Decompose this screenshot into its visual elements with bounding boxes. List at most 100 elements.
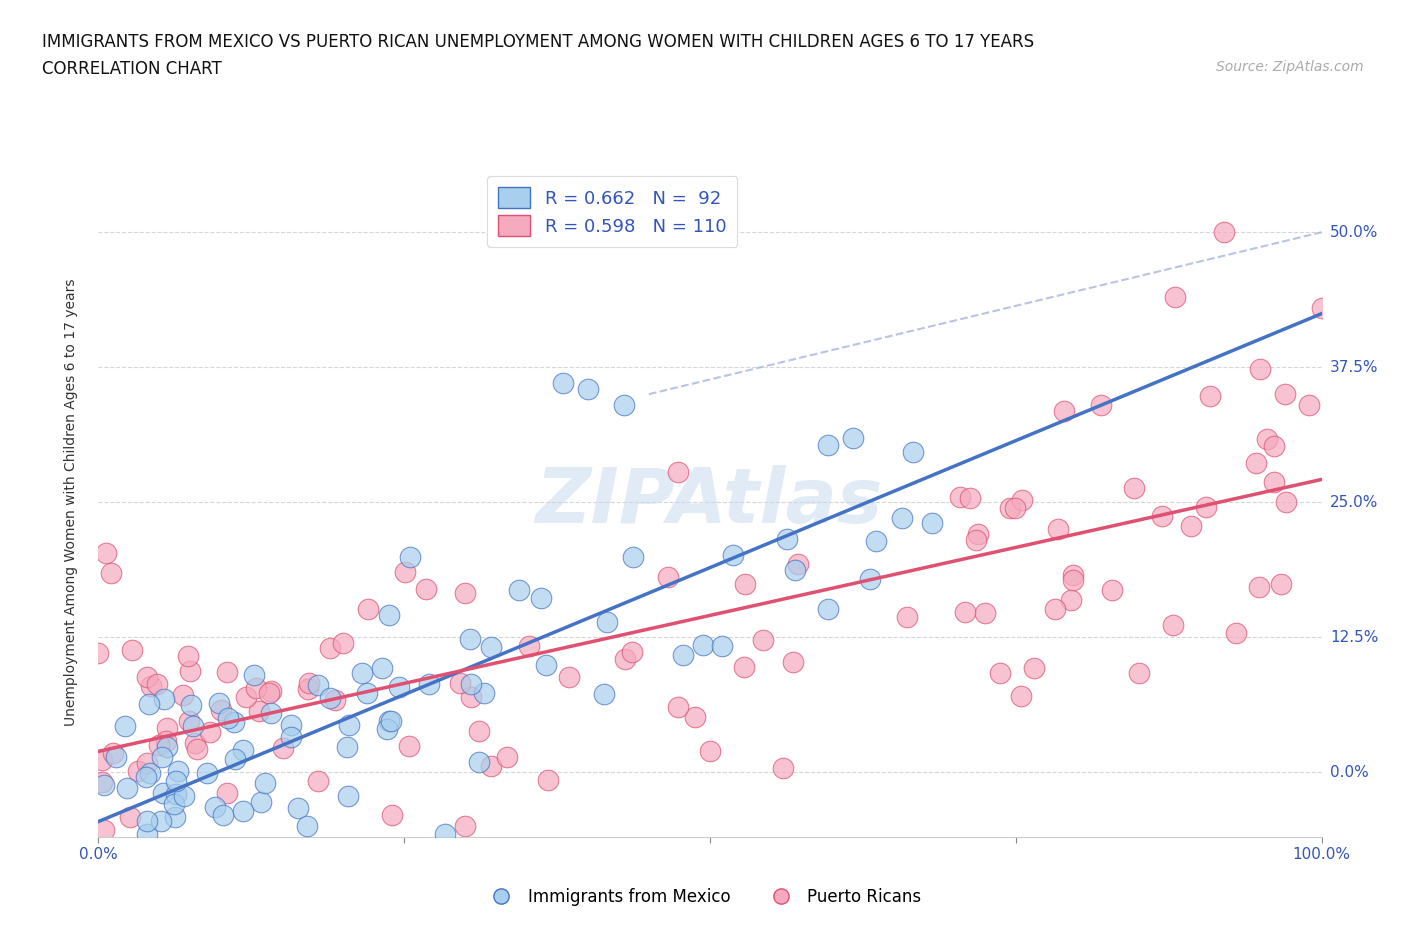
Point (955, 604, 977, 619)
Point (613, 397, 636, 412)
Point (163, 797, 186, 812)
Point (101, 746, 124, 761)
Point (136, 670, 159, 684)
Point (536, 658, 558, 673)
Point (350, 666, 373, 681)
Point (1062, 573, 1084, 588)
Point (297, 682, 319, 697)
Point (307, 677, 329, 692)
Point (479, 640, 502, 655)
Point (245, 681, 267, 696)
Point (418, 676, 440, 691)
Point (1249, 362, 1271, 377)
Point (1128, 666, 1150, 681)
Point (460, 676, 482, 691)
Point (454, 585, 477, 600)
Point (298, 676, 321, 691)
Point (217, 711, 239, 726)
Point (115, 780, 138, 795)
Point (295, 819, 318, 834)
Point (553, 376, 575, 391)
Point (211, 703, 233, 718)
Point (120, 809, 142, 824)
Point (415, 581, 437, 596)
Text: 25.0%: 25.0% (1330, 495, 1378, 510)
Point (782, 655, 804, 670)
Point (558, 670, 581, 684)
Point (136, 755, 159, 770)
Text: CORRELATION CHART: CORRELATION CHART (42, 60, 222, 78)
Point (97, 894, 120, 909)
Point (1247, 579, 1270, 594)
Point (215, 665, 238, 680)
Point (356, 685, 378, 700)
Point (287, 801, 309, 816)
Point (734, 577, 756, 591)
Point (787, 557, 810, 572)
Point (1256, 432, 1278, 446)
Point (460, 689, 482, 704)
Point (398, 738, 420, 753)
Point (378, 713, 401, 728)
Text: 50.0%: 50.0% (1330, 225, 1378, 240)
Point (1195, 500, 1218, 515)
Point (1263, 474, 1285, 489)
Legend: R = 0.662   N =  92, R = 0.598   N = 110: R = 0.662 N = 92, R = 0.598 N = 110 (486, 177, 737, 247)
Point (179, 713, 201, 728)
Point (308, 773, 330, 788)
Point (150, 749, 173, 764)
Point (96, 847, 118, 862)
Point (537, 772, 560, 787)
Point (891, 511, 914, 525)
Point (817, 601, 839, 616)
Point (988, 666, 1011, 681)
Point (93, 823, 115, 838)
Point (896, 610, 918, 625)
Point (337, 718, 360, 733)
Point (666, 699, 689, 714)
Point (620, 644, 643, 659)
Point (776, 531, 799, 546)
Point (1198, 389, 1220, 404)
Point (1212, 225, 1234, 240)
Point (148, 738, 170, 753)
Point (91, 774, 114, 789)
Point (454, 818, 477, 833)
Point (201, 871, 224, 886)
Point (1000, 500, 1022, 515)
Point (165, 774, 187, 789)
Point (433, 827, 456, 842)
Point (250, 794, 273, 809)
Point (967, 526, 990, 541)
Legend: Immigrants from Mexico, Puerto Ricans: Immigrants from Mexico, Puerto Ricans (478, 881, 928, 912)
Point (121, 643, 143, 658)
Text: ZIPAtlas: ZIPAtlas (536, 465, 884, 539)
Point (294, 854, 316, 869)
Point (135, 770, 157, 785)
Point (1090, 397, 1112, 412)
Point (621, 550, 644, 565)
Point (842, 431, 865, 445)
Point (208, 696, 231, 711)
Point (859, 571, 882, 586)
Point (94, 545, 117, 560)
Point (683, 710, 706, 724)
Point (458, 632, 481, 647)
Point (332, 635, 354, 650)
Point (371, 660, 394, 675)
Point (139, 679, 162, 694)
Text: Source: ZipAtlas.com: Source: ZipAtlas.com (1216, 60, 1364, 74)
Point (259, 706, 281, 721)
Point (1298, 397, 1320, 412)
Point (398, 550, 420, 565)
Point (381, 808, 404, 823)
Point (1263, 439, 1285, 454)
Point (614, 652, 637, 667)
Point (156, 739, 179, 754)
Point (325, 693, 347, 708)
Point (1053, 403, 1076, 418)
Point (593, 686, 616, 701)
Point (1275, 495, 1298, 510)
Point (180, 698, 202, 712)
Point (215, 785, 238, 800)
